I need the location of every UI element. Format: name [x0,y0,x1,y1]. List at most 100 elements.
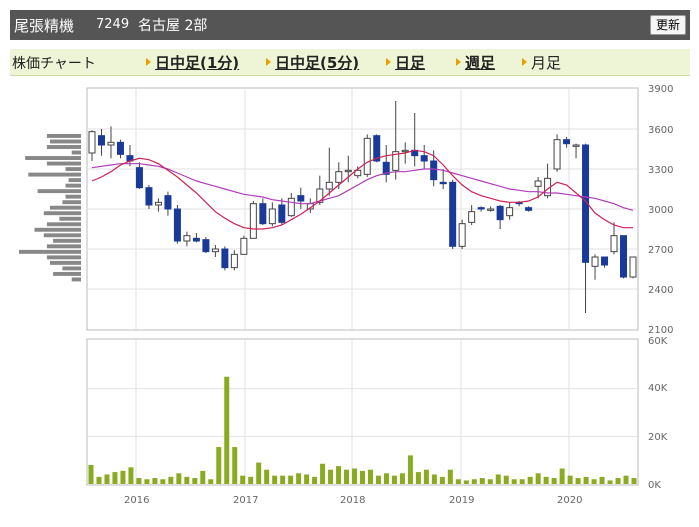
volume-bar [328,469,334,484]
volume-bar [575,478,581,484]
volume-bar [256,462,262,484]
candle-body [620,235,628,278]
volume-bar [104,474,110,484]
candle-body [97,135,105,146]
volume-bar [383,473,389,484]
candle-body [487,208,495,211]
volume-bar [423,469,429,484]
x-tick: 2017 [233,495,258,506]
price-tick: 2400 [648,285,673,296]
volume-bar [160,479,166,484]
candle-body [221,248,229,269]
volume-profile-bar [50,139,81,144]
volume-bar [375,475,381,484]
volume-bar [240,475,246,484]
volume-plot-frame [86,338,639,486]
price-tick: 2700 [648,245,673,256]
volume-bar [336,466,342,484]
volume-profile-bar [65,167,81,172]
candle-body [563,139,571,145]
volume-bar [559,468,565,484]
volume-profile-bar [46,145,81,149]
candle-body [107,141,115,146]
volume-bar [415,472,421,484]
candle-body [287,197,295,217]
volume-bar [216,447,222,484]
x-tick: 2018 [340,495,365,506]
candle-body [116,141,124,155]
candle-body [325,181,333,190]
tab-intraday-5min[interactable]: 日中足(5分) [266,52,359,73]
x-tick: 2019 [449,495,474,506]
volume-profile-bar [71,277,81,282]
volume-bar [112,472,118,484]
volume-bar [543,476,549,484]
volume-bar [248,476,254,484]
candle-body [363,137,371,175]
price-tick: 3000 [648,205,673,216]
volume-tick: 0K [648,480,661,491]
candle-body [458,223,466,247]
candles [88,101,637,313]
candle-body [335,171,343,183]
volume-profile-bar [50,260,81,265]
candle-body [268,208,276,225]
volume-bar [399,473,405,484]
volume-bar [208,479,214,484]
volume-bar [519,479,525,484]
refresh-button[interactable]: 更新 [649,15,686,35]
volume-bar [192,478,198,484]
volume-bar [120,470,126,484]
candle-body [230,253,238,269]
volume-bar [96,476,102,484]
volume-bar [304,474,310,484]
volume-bar [367,469,373,484]
volume-bars [88,376,637,484]
volume-profile-bar [53,238,81,243]
candle-body [401,149,409,153]
tab-intraday-1min[interactable]: 日中足(1分) [146,52,239,73]
volume-profile-bar [71,150,81,155]
volume-bar [224,376,230,484]
tab-monthly[interactable]: 月足 [522,52,561,73]
candle-body [259,203,267,225]
volume-bar [320,463,326,484]
arrow-icon [146,58,151,66]
volume-tick: 40K [648,383,668,394]
volume-bar [344,469,350,484]
volume-profile-bar [34,227,81,232]
volume-bar [272,475,278,484]
candle-body [553,139,561,170]
candle-body [496,205,504,221]
volume-profile-bar [65,183,81,188]
candle-body [629,256,637,278]
candle-body [344,169,352,173]
candle-body [525,207,533,211]
volume-profile-bar [19,249,81,254]
axis-labels: 3900 3600 3300 3000 2700 2400 2100 60K 4… [124,84,673,506]
volume-profile-bar [46,161,81,166]
volume-bar [264,469,270,484]
tab-weekly[interactable]: 週足 [456,52,495,73]
candle-body [164,195,172,210]
volume-bar [591,479,597,484]
tab-daily[interactable]: 日足 [386,52,425,73]
volume-bar [623,475,629,484]
volume-profile-bar [43,233,81,238]
candle-body [420,155,428,162]
x-tick: 2020 [557,495,582,506]
volume-bar [607,480,613,484]
volume-profile-bar [59,216,81,221]
volume-profile-bar [68,178,81,183]
volume-bar [280,475,286,484]
volume-bar [631,478,637,484]
price-tick: 3300 [648,165,673,176]
volume-bar [232,447,238,484]
volume-profile-bar [62,266,81,271]
stock-name: 尾張精機 [14,17,75,35]
volume-bar [176,473,182,484]
chart-tab-bar: 株価チャート 日中足(1分) 日中足(5分) 日足 週足 月足 [10,49,690,76]
volume-bar [200,470,206,484]
volume-profile-bar [62,200,81,205]
